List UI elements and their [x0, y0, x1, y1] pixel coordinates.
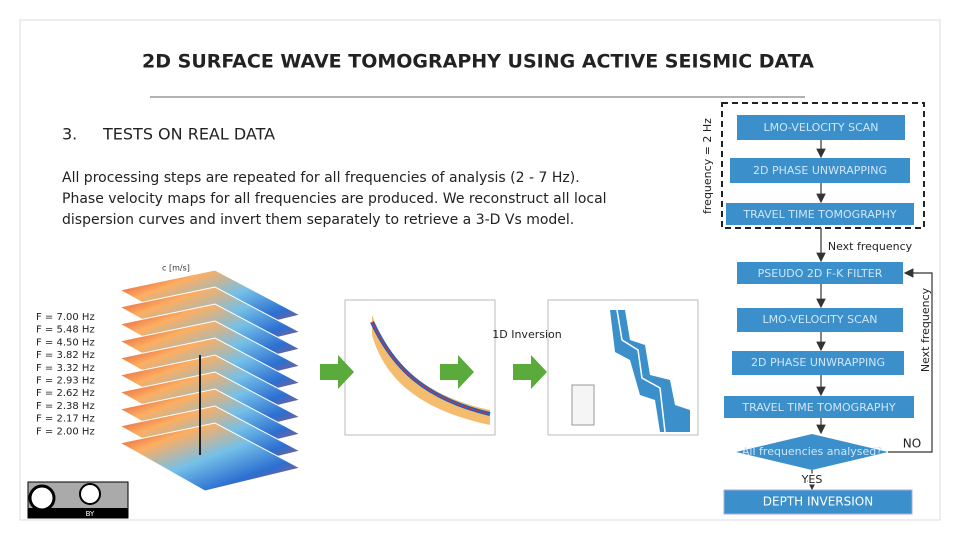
- loop-arrow: [888, 268, 933, 453]
- step-box: [737, 262, 903, 284]
- tomo-slice: [118, 422, 302, 492]
- frequency-label: F = 7.00 Hz: [36, 312, 95, 323]
- step-label: 2D PHASE UNWRAPPING: [753, 164, 887, 177]
- first-pass-frame: [721, 102, 925, 229]
- frequency-label: F = 5.48 Hz: [36, 325, 95, 336]
- frequency-label: F = 2.62 Hz: [36, 388, 95, 399]
- no-label: NO: [903, 437, 921, 451]
- step-label: 2D PHASE UNWRAPPING: [751, 356, 885, 369]
- dispersion-band: [372, 315, 490, 425]
- decision-label: All frequencies analysed?: [742, 445, 882, 458]
- velocity-label: c [m/s]: [162, 264, 190, 273]
- paragraph-line: Phase velocity maps for all frequencies …: [62, 191, 607, 207]
- by-icon: [79, 483, 101, 505]
- frequency-label: F = 3.82 Hz: [36, 350, 95, 361]
- step-box: [732, 351, 904, 375]
- decision-diamond: [736, 434, 888, 470]
- frequency-label: F = 2.17 Hz: [36, 414, 95, 425]
- profile-legend: [571, 384, 595, 426]
- inversion-label: 1D Inversion: [492, 328, 561, 341]
- cc-icon: [28, 484, 56, 512]
- step-label: LMO-VELOCITY SCAN: [762, 313, 877, 326]
- green-arrow: [320, 355, 354, 389]
- frequency-label: F = 2.38 Hz: [36, 401, 95, 412]
- profile-line: [616, 309, 666, 433]
- section-number: 3.: [62, 125, 77, 144]
- license-strip: [28, 508, 128, 518]
- paragraph-line: All processing steps are repeated for al…: [62, 170, 580, 186]
- frequency-label: F = 3.32 Hz: [36, 363, 95, 374]
- frequency-label: F = 2.93 Hz: [36, 376, 95, 387]
- license-text: BY: [86, 510, 95, 518]
- step-box: [737, 308, 903, 332]
- tomo-map: [118, 422, 302, 492]
- final-box: [723, 489, 913, 515]
- green-arrow: [440, 355, 474, 389]
- inversion-label: 1D Inversion: [492, 328, 561, 341]
- step-box: [730, 158, 910, 183]
- step-box: [726, 203, 914, 225]
- frequency-label: F = 2.00 Hz: [36, 426, 95, 437]
- loop-label: Next frequency: [919, 287, 932, 372]
- step-label: TRAVEL TIME TOMOGRAPHY: [742, 208, 896, 221]
- step-label: TRAVEL TIME TOMOGRAPHY: [741, 401, 895, 414]
- dispersion-curve: [371, 321, 491, 415]
- step-label: LMO-VELOCITY SCAN: [763, 121, 878, 134]
- first-pass-label: frequency = 2 Hz: [701, 118, 714, 214]
- slide-frame: [19, 19, 941, 521]
- paragraph-line: dispersion curves and invert them separa…: [62, 212, 574, 228]
- figure: c [m/s] 1D Inversion F = 7.00 Hz F = 5.48…: [36, 264, 699, 492]
- step-box: [724, 396, 914, 418]
- step-box: [737, 115, 905, 140]
- step-label: PSEUDO 2D F-K FILTER: [758, 267, 883, 280]
- green-arrow: [513, 355, 547, 389]
- profile-band: [610, 310, 690, 432]
- yes-label: YES: [801, 473, 823, 486]
- title: 2D SURFACE WAVE TOMOGRAPHY USING ACTIVE …: [142, 51, 814, 73]
- final-label: DEPTH INVERSION: [763, 495, 873, 509]
- section-title: TESTS ON REAL DATA: [102, 125, 275, 144]
- next-label: Next frequency: [828, 240, 913, 253]
- frequency-label: F = 4.50 Hz: [36, 337, 95, 348]
